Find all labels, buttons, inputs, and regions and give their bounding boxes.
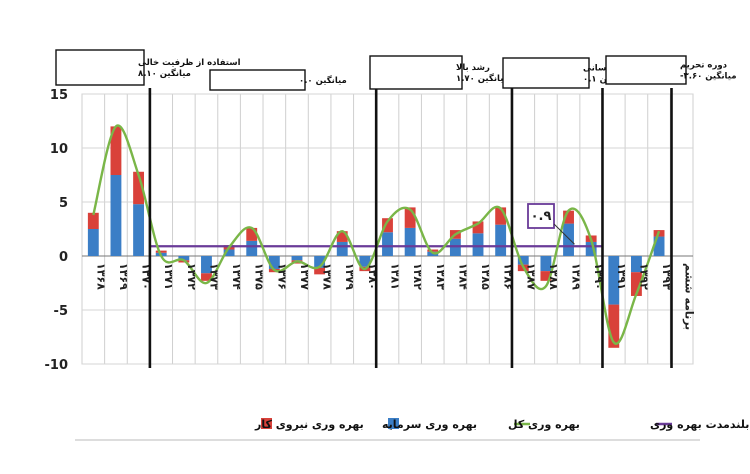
period-annotation-text: رشد بالا xyxy=(456,63,490,73)
x-tick-label: ۱۳۷۸ xyxy=(321,263,334,290)
x-tick-label: ۱۳۷۵ xyxy=(253,263,266,290)
bar-labor-productivity xyxy=(427,249,439,252)
legend-label: بهره وری نیروی کار xyxy=(254,418,364,431)
callout-box xyxy=(527,203,555,229)
bar-capital-productivity xyxy=(495,224,507,256)
bar-labor-productivity xyxy=(495,207,507,225)
period-annotation-text: میانگین ۱.۷۰ xyxy=(456,73,509,84)
bar-labor-productivity xyxy=(540,271,552,281)
x-tick-label: ۱۳۶۹ xyxy=(117,263,130,290)
x-tick-label: ۱۳۷۲ xyxy=(185,263,198,290)
bar-labor-productivity xyxy=(155,250,167,253)
x-tick-label: ۱۳۷۹ xyxy=(343,263,356,290)
bar-labor-productivity xyxy=(382,218,393,233)
y-tick-label: 10 xyxy=(50,142,68,157)
bar-labor-productivity xyxy=(404,207,416,228)
y-tick-label: 5 xyxy=(59,196,68,211)
x-tick-label: ۱۳۹۳ xyxy=(660,263,673,290)
grid-lines xyxy=(81,93,694,365)
bar-labor-productivity xyxy=(246,227,258,241)
y-tick-label: 0 xyxy=(59,250,68,265)
y-tick-label: -10 xyxy=(45,358,69,373)
bar-capital-productivity xyxy=(336,241,348,256)
legend-label: رشد بلندمدت بهره وری xyxy=(650,418,750,431)
period-annotation-box xyxy=(605,55,687,85)
period-annotation-text: میانگین ۸.۱۰ xyxy=(138,68,191,79)
bar-capital-productivity xyxy=(110,175,122,256)
bar-capital-productivity xyxy=(291,256,303,261)
bar-capital-productivity xyxy=(246,240,258,256)
bar-capital-productivity xyxy=(563,223,574,256)
x-tick-label: ۱۳۶۸ xyxy=(94,263,107,290)
x-tick-label: ۱۳۷۶ xyxy=(275,263,288,290)
bar-capital-productivity xyxy=(178,256,190,261)
bar-capital-productivity xyxy=(87,229,99,256)
x-tick-label: ۱۳۹۱ xyxy=(615,263,628,290)
bar-capital-productivity xyxy=(653,236,665,256)
x-tick-label: ۱۳۹۲ xyxy=(637,263,650,290)
legend-label: بهره وری کل xyxy=(508,418,580,431)
bar-capital-productivity xyxy=(404,227,416,256)
bar-capital-productivity xyxy=(517,256,529,265)
x-tick-label: ۱۳۷۷ xyxy=(298,263,311,290)
bar-capital-productivity xyxy=(223,249,235,256)
period-annotation-text: استفاده از ظرفیت خالی xyxy=(138,58,241,68)
bar-labor-productivity xyxy=(110,126,122,175)
legend-swatch xyxy=(388,418,399,429)
x-tick-label: ۱۳۸۷ xyxy=(524,263,537,290)
period-annotation-text: دوره تحریم xyxy=(680,61,728,71)
legend-label: بهره وری سرمایه xyxy=(382,418,477,431)
legend-swatch xyxy=(261,418,272,429)
x-tick-label: ۱۳۸۴ xyxy=(456,263,469,290)
bar-capital-productivity xyxy=(382,232,393,256)
x-tick-label: ۱۳۸۱ xyxy=(389,263,402,290)
x-tick-label: ۱۳۸۹ xyxy=(570,263,583,290)
bar-labor-productivity xyxy=(201,273,212,281)
total-productivity-line xyxy=(92,124,661,345)
bar-labor-productivity xyxy=(608,304,620,348)
y-tick-label: 15 xyxy=(50,88,68,103)
bar-capital-productivity xyxy=(540,256,552,272)
period-annotation-box xyxy=(369,55,463,90)
legend: بهره وری نیروی کار بهره وری سرمایه بهره ور… xyxy=(75,418,750,441)
x-tick-label: ۱۳۷۴ xyxy=(230,263,243,290)
bar-labor-productivity xyxy=(563,210,574,224)
bar-capital-productivity xyxy=(268,256,280,269)
callout-pointer xyxy=(553,223,575,245)
bar-capital-productivity xyxy=(472,233,484,256)
period-annotation-box xyxy=(55,49,145,86)
bar-labor-productivity xyxy=(314,267,326,275)
x-tick-label: ۱۳۷۱ xyxy=(162,263,175,290)
bar-capital-productivity xyxy=(314,256,326,268)
x-tick-label: ۱۳۷۳ xyxy=(207,263,220,290)
x-tick-label: ۱۳۸۸ xyxy=(547,263,560,290)
bar-capital-productivity xyxy=(585,241,597,256)
bar-capital-productivity xyxy=(201,256,212,274)
bar-capital-productivity xyxy=(608,256,620,305)
bar-capital-productivity xyxy=(133,204,145,256)
x-tick-label: ۱۳۸۵ xyxy=(479,263,492,290)
callout-value: ۰.۹ xyxy=(531,209,552,224)
bar-capital-productivity xyxy=(630,256,642,273)
bar-capital-productivity xyxy=(359,256,371,267)
bar-labor-productivity xyxy=(630,272,642,296)
x-tick-label: ۱۳۸۳ xyxy=(434,263,447,290)
period-annotation-box xyxy=(502,57,590,89)
bar-labor-productivity xyxy=(336,231,348,242)
x-tick-label-plan: برنامه ششم xyxy=(683,263,696,330)
period-annotation-box xyxy=(209,69,306,91)
bar-labor-productivity xyxy=(133,171,145,205)
bar-labor-productivity xyxy=(87,212,99,229)
period-annotation-text: میانگین ۳.۶۰- xyxy=(680,71,736,82)
y-tick-label: -5 xyxy=(54,304,68,319)
x-tick-label: ۱۳۸۲ xyxy=(411,263,424,290)
bar-labor-productivity xyxy=(472,221,484,234)
period-annotation-text: میانگین ۰.۰ xyxy=(299,75,347,86)
